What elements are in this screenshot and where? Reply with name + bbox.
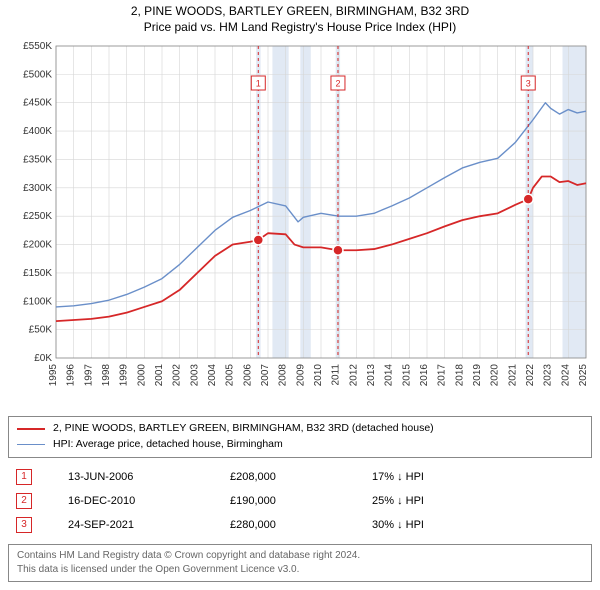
svg-text:2002: 2002 (172, 364, 183, 387)
svg-text:2024: 2024 (560, 364, 571, 387)
svg-text:2013: 2013 (366, 364, 377, 387)
svg-text:2000: 2000 (136, 364, 147, 387)
chart-area: £0K £50K £100K £150K £200K £250K £300K £350K £40… (8, 40, 592, 410)
svg-text:1: 1 (256, 79, 261, 89)
marker-price: £208,000 (224, 466, 364, 488)
svg-text:2015: 2015 (401, 364, 412, 387)
svg-text:£200K: £200K (23, 240, 52, 251)
svg-text:2: 2 (335, 79, 340, 89)
svg-text:£150K: £150K (23, 268, 52, 279)
svg-text:2004: 2004 (207, 364, 218, 387)
svg-text:£500K: £500K (23, 69, 52, 80)
legend-row-2: HPI: Average price, detached house, Birm… (17, 437, 583, 453)
footnote-line2: This data is licensed under the Open Gov… (17, 563, 583, 577)
svg-text:2021: 2021 (507, 364, 518, 387)
marker-price: £190,000 (224, 490, 364, 512)
legend-label-2: HPI: Average price, detached house, Birm… (53, 437, 283, 453)
legend-label-1: 2, PINE WOODS, BARTLEY GREEN, BIRMINGHAM… (53, 421, 434, 437)
svg-text:2010: 2010 (313, 364, 324, 387)
legend-swatch-red (17, 428, 45, 430)
svg-text:2017: 2017 (437, 364, 448, 387)
marker-badge: 3 (16, 517, 32, 533)
svg-text:2012: 2012 (348, 364, 359, 387)
marker-price: £280,000 (224, 514, 364, 536)
svg-text:2025: 2025 (578, 364, 589, 387)
svg-text:£100K: £100K (23, 296, 52, 307)
svg-text:£50K: £50K (29, 325, 53, 336)
svg-text:1995: 1995 (48, 364, 59, 387)
chart-container: 2, PINE WOODS, BARTLEY GREEN, BIRMINGHAM… (0, 0, 600, 590)
footnote: Contains HM Land Registry data © Crown c… (8, 544, 592, 582)
svg-text:£250K: £250K (23, 211, 52, 222)
svg-text:2014: 2014 (384, 364, 395, 387)
marker-date: 13-JUN-2006 (62, 466, 222, 488)
markers-table: 1 13-JUN-2006£208,00017% ↓ HPI 2 16-DEC-201… (8, 464, 592, 538)
svg-text:2003: 2003 (189, 364, 200, 387)
svg-text:2018: 2018 (454, 364, 465, 387)
svg-text:2005: 2005 (225, 364, 236, 387)
svg-text:£550K: £550K (23, 41, 52, 52)
svg-text:2023: 2023 (543, 364, 554, 387)
chart-titles: 2, PINE WOODS, BARTLEY GREEN, BIRMINGHAM… (8, 4, 592, 34)
svg-text:1999: 1999 (119, 364, 130, 387)
marker-badge: 2 (16, 493, 32, 509)
marker-pct: 17% ↓ HPI (366, 466, 590, 488)
svg-text:1998: 1998 (101, 364, 112, 387)
svg-text:2022: 2022 (525, 364, 536, 387)
table-row: 3 24-SEP-2021£280,00030% ↓ HPI (10, 514, 590, 536)
svg-text:2020: 2020 (490, 364, 501, 387)
svg-text:2006: 2006 (242, 364, 253, 387)
svg-text:3: 3 (526, 79, 531, 89)
svg-text:2011: 2011 (331, 364, 342, 386)
svg-text:£0K: £0K (34, 353, 52, 364)
svg-text:£350K: £350K (23, 154, 52, 165)
svg-text:£400K: £400K (23, 126, 52, 137)
marker-date: 24-SEP-2021 (62, 514, 222, 536)
legend: 2, PINE WOODS, BARTLEY GREEN, BIRMINGHAM… (8, 416, 592, 458)
title-subtitle: Price paid vs. HM Land Registry's House … (8, 20, 592, 34)
svg-text:2009: 2009 (295, 364, 306, 387)
legend-row-1: 2, PINE WOODS, BARTLEY GREEN, BIRMINGHAM… (17, 421, 583, 437)
marker-pct: 30% ↓ HPI (366, 514, 590, 536)
marker-badge: 1 (16, 469, 32, 485)
footnote-line1: Contains HM Land Registry data © Crown c… (17, 549, 583, 563)
table-row: 1 13-JUN-2006£208,00017% ↓ HPI (10, 466, 590, 488)
svg-text:1997: 1997 (83, 364, 94, 387)
title-address: 2, PINE WOODS, BARTLEY GREEN, BIRMINGHAM… (8, 4, 592, 18)
svg-text:2007: 2007 (260, 364, 271, 387)
chart-svg: £0K £50K £100K £150K £200K £250K £300K £350K £40… (8, 40, 592, 410)
marker-date: 16-DEC-2010 (62, 490, 222, 512)
svg-text:£300K: £300K (23, 183, 52, 194)
svg-text:1996: 1996 (66, 364, 77, 387)
legend-swatch-blue (17, 444, 45, 445)
svg-text:2016: 2016 (419, 364, 430, 387)
svg-text:2001: 2001 (154, 364, 165, 387)
table-row: 2 16-DEC-2010£190,00025% ↓ HPI (10, 490, 590, 512)
marker-pct: 25% ↓ HPI (366, 490, 590, 512)
svg-text:2008: 2008 (278, 364, 289, 387)
svg-text:2019: 2019 (472, 364, 483, 387)
svg-text:£450K: £450K (23, 98, 52, 109)
